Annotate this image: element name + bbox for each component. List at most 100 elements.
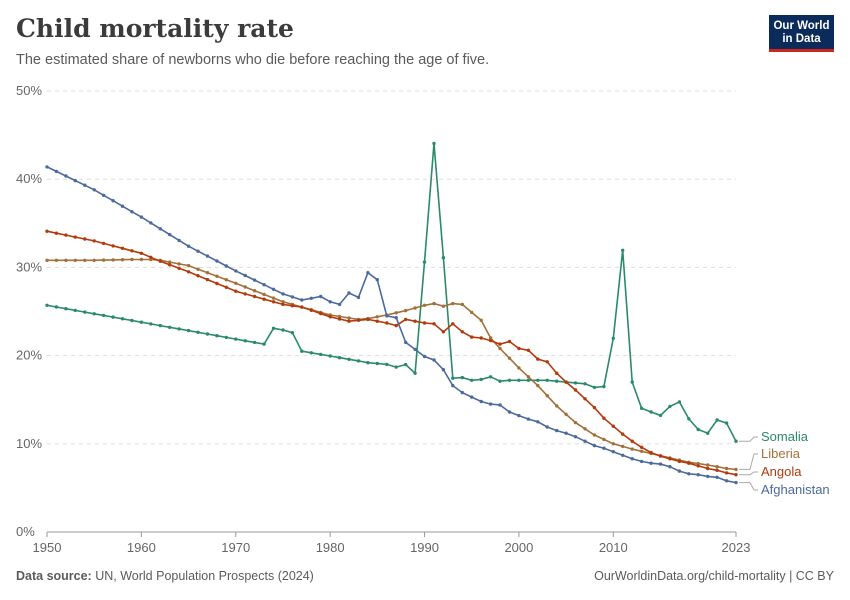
data-point-afghanistan bbox=[177, 238, 181, 243]
data-point-afghanistan bbox=[724, 479, 729, 483]
data-point-angola bbox=[168, 263, 172, 267]
y-tick-label: 40% bbox=[16, 171, 42, 186]
data-point-angola bbox=[130, 249, 134, 253]
data-point-angola bbox=[196, 274, 200, 278]
x-tick-label: 1970 bbox=[221, 540, 250, 555]
data-point-afghanistan bbox=[243, 273, 247, 278]
label-connector-liberia bbox=[739, 453, 758, 470]
data-point-afghanistan bbox=[196, 249, 200, 253]
data-point-angola bbox=[573, 388, 578, 392]
data-point-somalia bbox=[734, 439, 738, 443]
data-point-somalia bbox=[120, 317, 125, 321]
logo-line-1: Our World bbox=[773, 20, 830, 32]
data-point-angola bbox=[54, 231, 59, 235]
series-line-liberia bbox=[47, 258, 737, 471]
data-point-afghanistan bbox=[45, 165, 49, 169]
data-point-liberia bbox=[611, 442, 615, 446]
data-point-afghanistan bbox=[536, 420, 540, 424]
data-point-afghanistan bbox=[413, 347, 417, 352]
y-tick-label: 10% bbox=[16, 436, 42, 451]
data-point-angola bbox=[668, 457, 672, 461]
series-labels: Somalia Liberia Angola Afghanistan bbox=[739, 429, 830, 497]
y-tick-label: 20% bbox=[16, 348, 42, 363]
data-point-liberia bbox=[470, 310, 474, 315]
chart-title: Child mortality rate bbox=[16, 14, 294, 43]
series-lines bbox=[45, 141, 738, 485]
data-point-liberia bbox=[592, 433, 597, 437]
data-point-liberia bbox=[460, 302, 464, 307]
data-point-somalia bbox=[488, 375, 493, 379]
data-point-somalia bbox=[668, 404, 672, 409]
data-point-angola bbox=[290, 304, 295, 308]
data-point-angola bbox=[479, 336, 483, 340]
data-point-angola bbox=[139, 251, 144, 255]
data-point-angola bbox=[649, 450, 653, 455]
data-point-liberia bbox=[564, 412, 568, 416]
data-point-somalia bbox=[64, 307, 68, 311]
data-point-angola bbox=[536, 357, 540, 361]
label-connector-somalia bbox=[739, 436, 758, 442]
data-point-liberia bbox=[441, 304, 446, 308]
series-label-somalia: Somalia bbox=[761, 429, 809, 444]
data-point-angola bbox=[328, 315, 332, 319]
data-point-afghanistan bbox=[337, 302, 342, 307]
data-point-angola bbox=[101, 241, 106, 246]
data-point-liberia bbox=[413, 306, 417, 310]
data-point-somalia bbox=[73, 308, 78, 313]
data-point-afghanistan bbox=[630, 457, 634, 461]
data-point-afghanistan bbox=[73, 178, 78, 183]
data-point-liberia bbox=[177, 262, 181, 266]
data-point-liberia bbox=[168, 260, 172, 264]
data-point-somalia bbox=[630, 380, 634, 384]
data-point-angola bbox=[271, 300, 276, 304]
data-point-afghanistan bbox=[734, 480, 738, 485]
data-point-angola bbox=[621, 432, 625, 436]
source-link[interactable]: OurWorldinData.org/child-mortality | CC … bbox=[594, 569, 834, 583]
data-point-somalia bbox=[602, 384, 606, 389]
data-point-somalia bbox=[139, 320, 144, 324]
data-point-angola bbox=[432, 322, 436, 326]
data-point-somalia bbox=[555, 379, 559, 383]
chart-subtitle: The estimated share of newborns who die … bbox=[16, 52, 490, 68]
data-point-angola bbox=[356, 318, 361, 322]
data-point-somalia bbox=[252, 340, 257, 345]
data-point-liberia bbox=[706, 463, 710, 467]
data-point-angola bbox=[498, 342, 502, 346]
data-point-liberia bbox=[73, 258, 78, 262]
data-point-angola bbox=[205, 277, 210, 282]
data-point-somalia bbox=[517, 378, 521, 382]
data-point-angola bbox=[706, 466, 710, 471]
series-label-liberia: Liberia bbox=[761, 446, 801, 461]
logo-line-2: in Data bbox=[782, 33, 821, 45]
data-point-somalia bbox=[101, 313, 106, 318]
data-point-angola bbox=[687, 461, 691, 465]
data-point-afghanistan bbox=[394, 316, 398, 320]
data-point-angola bbox=[734, 473, 738, 477]
data-point-afghanistan bbox=[234, 269, 238, 273]
data-point-angola bbox=[724, 471, 729, 475]
data-point-afghanistan bbox=[668, 465, 672, 469]
data-point-somalia bbox=[375, 361, 379, 366]
data-point-somalia bbox=[54, 305, 59, 309]
data-point-liberia bbox=[432, 301, 436, 306]
data-point-afghanistan bbox=[573, 435, 578, 439]
data-point-somalia bbox=[687, 417, 691, 421]
data-point-afghanistan bbox=[271, 287, 276, 291]
data-point-afghanistan bbox=[432, 358, 436, 362]
data-source-text: UN, World Population Prospects (2024) bbox=[95, 569, 314, 583]
data-point-liberia bbox=[92, 258, 96, 262]
owid-logo[interactable]: Our World in Data bbox=[769, 15, 834, 52]
data-point-angola bbox=[281, 302, 285, 307]
x-tick-label: 1980 bbox=[316, 540, 345, 555]
data-point-afghanistan bbox=[375, 278, 379, 282]
data-point-somalia bbox=[130, 318, 134, 323]
y-tick-label: 50% bbox=[16, 83, 42, 98]
data-point-somalia bbox=[470, 378, 474, 382]
x-axis: 1950 1960 1970 1980 1990 2000 2010 2023 bbox=[33, 532, 750, 555]
data-point-somalia bbox=[356, 359, 361, 363]
data-point-angola bbox=[215, 281, 219, 286]
data-point-liberia bbox=[347, 316, 351, 320]
data-point-angola bbox=[564, 380, 568, 384]
data-point-afghanistan bbox=[54, 169, 59, 174]
data-point-somalia bbox=[300, 349, 304, 353]
